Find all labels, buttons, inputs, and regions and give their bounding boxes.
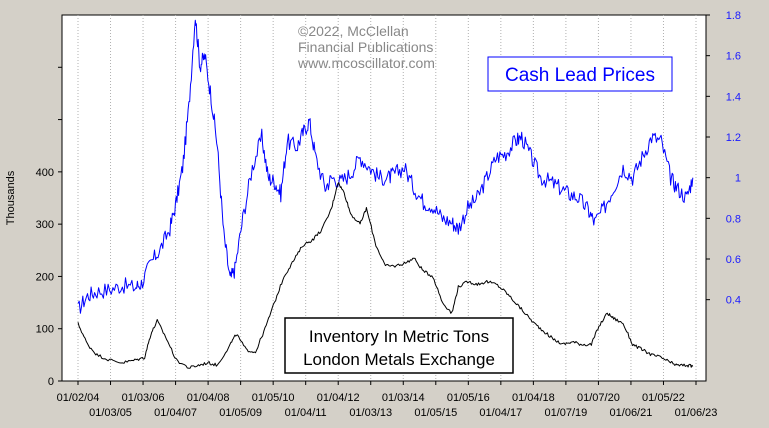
legend-box-lead bbox=[487, 56, 673, 92]
x-tick-label-upper: 01/05/10 bbox=[252, 392, 295, 404]
credit-line-2: Financial Publications bbox=[298, 39, 433, 55]
x-tick-label-upper: 01/03/14 bbox=[382, 392, 425, 404]
x-tick-label-lower: 01/03/05 bbox=[89, 407, 132, 419]
y-right-tick-label: 1.2 bbox=[726, 132, 741, 144]
x-tick-label-upper: 01/05/16 bbox=[447, 392, 490, 404]
y-right-tick-label: 1 bbox=[735, 173, 741, 185]
x-tick-label-lower: 01/05/15 bbox=[414, 407, 457, 419]
credit-line-1: ©2022, McClellan bbox=[298, 23, 409, 39]
series-line-cash-lead-prices bbox=[77, 19, 694, 314]
x-tick-label-lower: 01/06/23 bbox=[675, 407, 718, 419]
x-tick-label-lower: 01/03/13 bbox=[349, 407, 392, 419]
y-left-tick-label: 0 bbox=[48, 376, 54, 388]
x-tick-label-upper: 01/04/08 bbox=[187, 392, 230, 404]
y-left-tick-label: 400 bbox=[36, 167, 54, 179]
y-right-tick-label: 0.4 bbox=[726, 295, 741, 307]
y-right-tick-label: 1.6 bbox=[726, 51, 741, 63]
legend-label-inventory-line: Inventory In Metric Tons bbox=[309, 327, 489, 346]
credit-text: ©2022, McClellan Financial Publications … bbox=[297, 23, 435, 71]
series-group bbox=[77, 19, 694, 369]
y-right-tick-label: 1.8 bbox=[726, 10, 741, 22]
legend-group: Cash Lead Prices Inventory In Metric Tons… bbox=[284, 56, 673, 374]
axes: 0 100 200 300 400 Thousands 0.4 0.6 0.8 1 1.2 1.4 1.… bbox=[5, 10, 741, 419]
y-right-tick-label: 0.6 bbox=[726, 254, 741, 266]
legend-label-inventory-line: London Metals Exchange bbox=[303, 350, 495, 369]
x-tick-label-upper: 01/02/04 bbox=[57, 392, 100, 404]
x-tick-label-upper: 01/04/18 bbox=[512, 392, 555, 404]
x-tick-label-lower: 01/07/19 bbox=[544, 407, 587, 419]
legend-box-inventory bbox=[284, 317, 514, 374]
series-line-inventory bbox=[77, 182, 694, 369]
x-tick-label-lower: 01/04/17 bbox=[479, 407, 522, 419]
y-right-tick-label: 1.4 bbox=[726, 91, 741, 103]
y-left-tick-label: 300 bbox=[36, 219, 54, 231]
x-tick-label-lower: 01/04/07 bbox=[154, 407, 197, 419]
x-tick-label-upper: 01/04/12 bbox=[317, 392, 360, 404]
y-right-tick-label: 0.8 bbox=[726, 213, 741, 225]
x-tick-label-upper: 01/05/22 bbox=[642, 392, 685, 404]
y-left-tick-label: 200 bbox=[36, 271, 54, 283]
legend-label-lead: Cash Lead Prices bbox=[505, 65, 655, 86]
x-tick-label-lower: 01/05/09 bbox=[219, 407, 262, 419]
y-left-axis-label: Thousands bbox=[5, 170, 17, 225]
credit-line-3: www.mcoscillator.com bbox=[297, 55, 435, 71]
x-tick-label-lower: 01/04/11 bbox=[285, 407, 327, 419]
x-tick-label-upper: 01/07/20 bbox=[577, 392, 620, 404]
x-tick-label-upper: 01/03/06 bbox=[122, 392, 165, 404]
x-tick-label-lower: 01/06/21 bbox=[610, 407, 653, 419]
y-left-tick-label: 100 bbox=[36, 324, 54, 336]
